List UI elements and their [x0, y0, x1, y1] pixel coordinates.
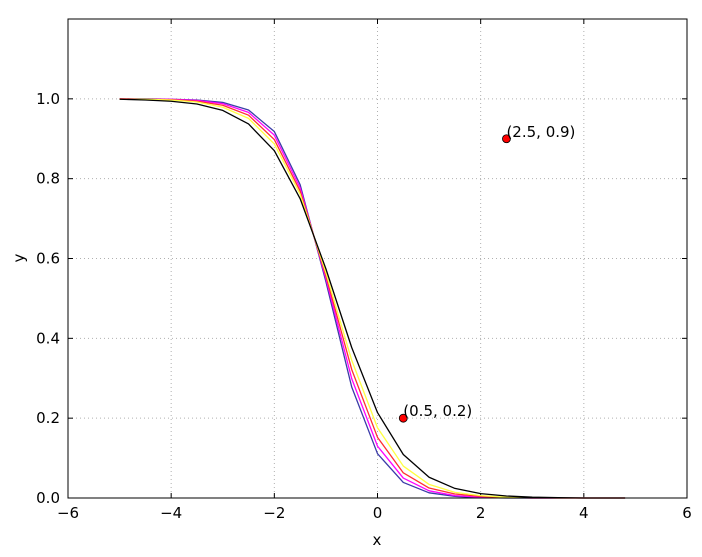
y-tick-label: 0.6 [36, 250, 60, 268]
line-series [119, 98, 626, 499]
x-tick-label: −6 [57, 504, 79, 522]
line-series [119, 98, 626, 499]
annotation-label: (0.5, 0.2) [403, 402, 472, 420]
annotation-label: (2.5, 0.9) [506, 123, 575, 141]
annotation-point [502, 134, 511, 144]
x-tick-label: 4 [579, 504, 589, 522]
line-series [119, 98, 626, 499]
y-tick-label: 0.8 [36, 170, 60, 188]
y-tick-label: 0.4 [36, 329, 60, 347]
line-series [119, 98, 626, 499]
plot-frame [67, 18, 688, 499]
x-tick-label: −2 [263, 504, 285, 522]
y-tick-label: 0.2 [36, 409, 60, 427]
x-tick-label: −4 [160, 504, 182, 522]
line-series [119, 98, 626, 499]
y-tick-label: 0.0 [36, 489, 60, 507]
annotation-point [398, 413, 408, 423]
x-tick-label: 2 [476, 504, 486, 522]
x-axis-label: x [373, 531, 382, 549]
x-tick-label: 0 [373, 504, 383, 522]
y-tick-label: 1.0 [36, 90, 60, 108]
x-tick-label: 6 [682, 504, 692, 522]
y-axis-label: y [10, 253, 28, 262]
